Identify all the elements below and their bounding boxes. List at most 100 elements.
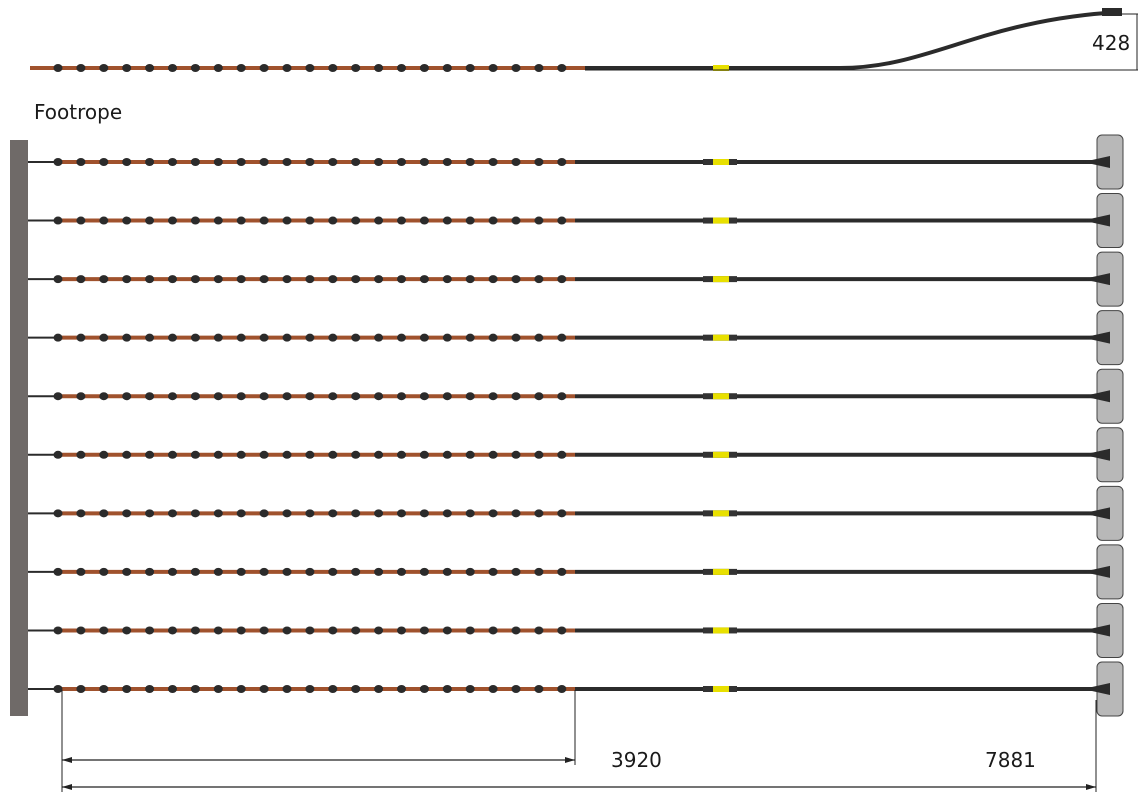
chain-bead	[190, 392, 200, 401]
chain-bead	[213, 626, 223, 635]
chain-bead	[442, 275, 452, 284]
chain-bead	[145, 333, 155, 342]
chain-bead	[76, 158, 86, 166]
chain-bead	[557, 685, 567, 693]
chain-bead	[465, 392, 475, 401]
chain-bead	[465, 216, 475, 225]
side-bead	[76, 64, 86, 72]
chain-bead	[488, 685, 498, 693]
chain-line	[28, 427, 1124, 483]
chain-bead	[534, 626, 544, 635]
chain-bead	[168, 567, 177, 576]
chain-bead	[442, 392, 452, 401]
chain-bead	[282, 450, 292, 459]
chain-bead	[76, 216, 86, 225]
side-bead	[397, 64, 406, 72]
chain-bead	[557, 450, 567, 459]
chain-bead	[213, 567, 223, 576]
chain-bead	[122, 158, 132, 166]
chain-bead	[236, 392, 246, 401]
chain-bead	[168, 333, 177, 342]
side-bead	[351, 64, 361, 72]
chain-bead	[99, 275, 109, 284]
chain-bead	[442, 685, 452, 693]
end-cone	[1083, 331, 1110, 344]
chain-bead	[374, 509, 384, 518]
side-bead	[99, 64, 109, 72]
chain-bead	[236, 216, 246, 225]
chain-bead	[145, 509, 155, 518]
chain-bead	[236, 567, 246, 576]
chain-bead	[419, 216, 429, 225]
arrow-head	[1086, 784, 1096, 790]
chain-bead	[488, 567, 498, 576]
height-dimension-value: 428	[1092, 31, 1131, 55]
chain-bead	[557, 626, 567, 635]
chain-bead	[99, 216, 109, 225]
chain-bead	[465, 275, 475, 284]
side-bead	[557, 64, 567, 72]
chain-bead	[488, 275, 498, 284]
chain-bead	[145, 626, 155, 635]
chain-bead	[122, 626, 132, 635]
chain-bead	[557, 392, 567, 401]
side-bead	[168, 64, 177, 72]
chain-bead	[236, 333, 246, 342]
chain-bead	[190, 158, 200, 166]
chain-bead	[397, 450, 406, 459]
chain-bead	[168, 509, 177, 518]
chain-bead	[99, 509, 109, 518]
chain-bead	[511, 450, 521, 459]
chain-bead	[419, 685, 429, 693]
side-marker	[713, 65, 729, 71]
side-bead	[259, 64, 269, 72]
chain-bead	[53, 685, 63, 693]
marker	[713, 393, 729, 400]
chain-bead	[213, 392, 223, 401]
chain-bead	[305, 216, 315, 225]
chain-bead	[259, 275, 269, 284]
chain-line	[28, 310, 1124, 366]
chain-bead	[145, 450, 155, 459]
chain-bead	[534, 158, 544, 166]
end-cone	[1083, 624, 1110, 637]
side-end	[1102, 8, 1122, 16]
chain-bead	[168, 216, 177, 225]
footrope-beam	[10, 140, 28, 716]
chain-bead	[419, 275, 429, 284]
chain-bead	[53, 216, 63, 225]
chain-bead	[374, 275, 384, 284]
chain-bead	[53, 509, 63, 518]
chain-bead	[190, 450, 200, 459]
chain-bead	[397, 567, 406, 576]
chain-bead	[351, 509, 361, 518]
chain-bead	[465, 450, 475, 459]
chain-bead	[236, 275, 246, 284]
side-bead	[419, 64, 429, 72]
chain-bead	[511, 567, 521, 576]
chain-bead	[145, 392, 155, 401]
chain-bead	[282, 216, 292, 225]
chain-bead	[305, 567, 315, 576]
chain-bead	[122, 333, 132, 342]
marker	[713, 217, 729, 224]
arrow-head	[565, 757, 575, 763]
chain-bead	[259, 626, 269, 635]
chain-bead	[351, 392, 361, 401]
chain-bead	[259, 158, 269, 166]
side-bead	[465, 64, 475, 72]
chain-bead	[419, 158, 429, 166]
chain-bead	[511, 216, 521, 225]
end-cone	[1083, 273, 1110, 286]
chain-bead	[442, 626, 452, 635]
chain-bead	[99, 158, 109, 166]
chain-bead	[511, 685, 521, 693]
chain-bead	[76, 509, 86, 518]
chain-bead	[351, 158, 361, 166]
side-bead	[488, 64, 498, 72]
chain-bead	[76, 333, 86, 342]
chain-bead	[305, 392, 315, 401]
chain-bead	[328, 275, 338, 284]
chain-bead	[557, 216, 567, 225]
chain-bead	[190, 567, 200, 576]
